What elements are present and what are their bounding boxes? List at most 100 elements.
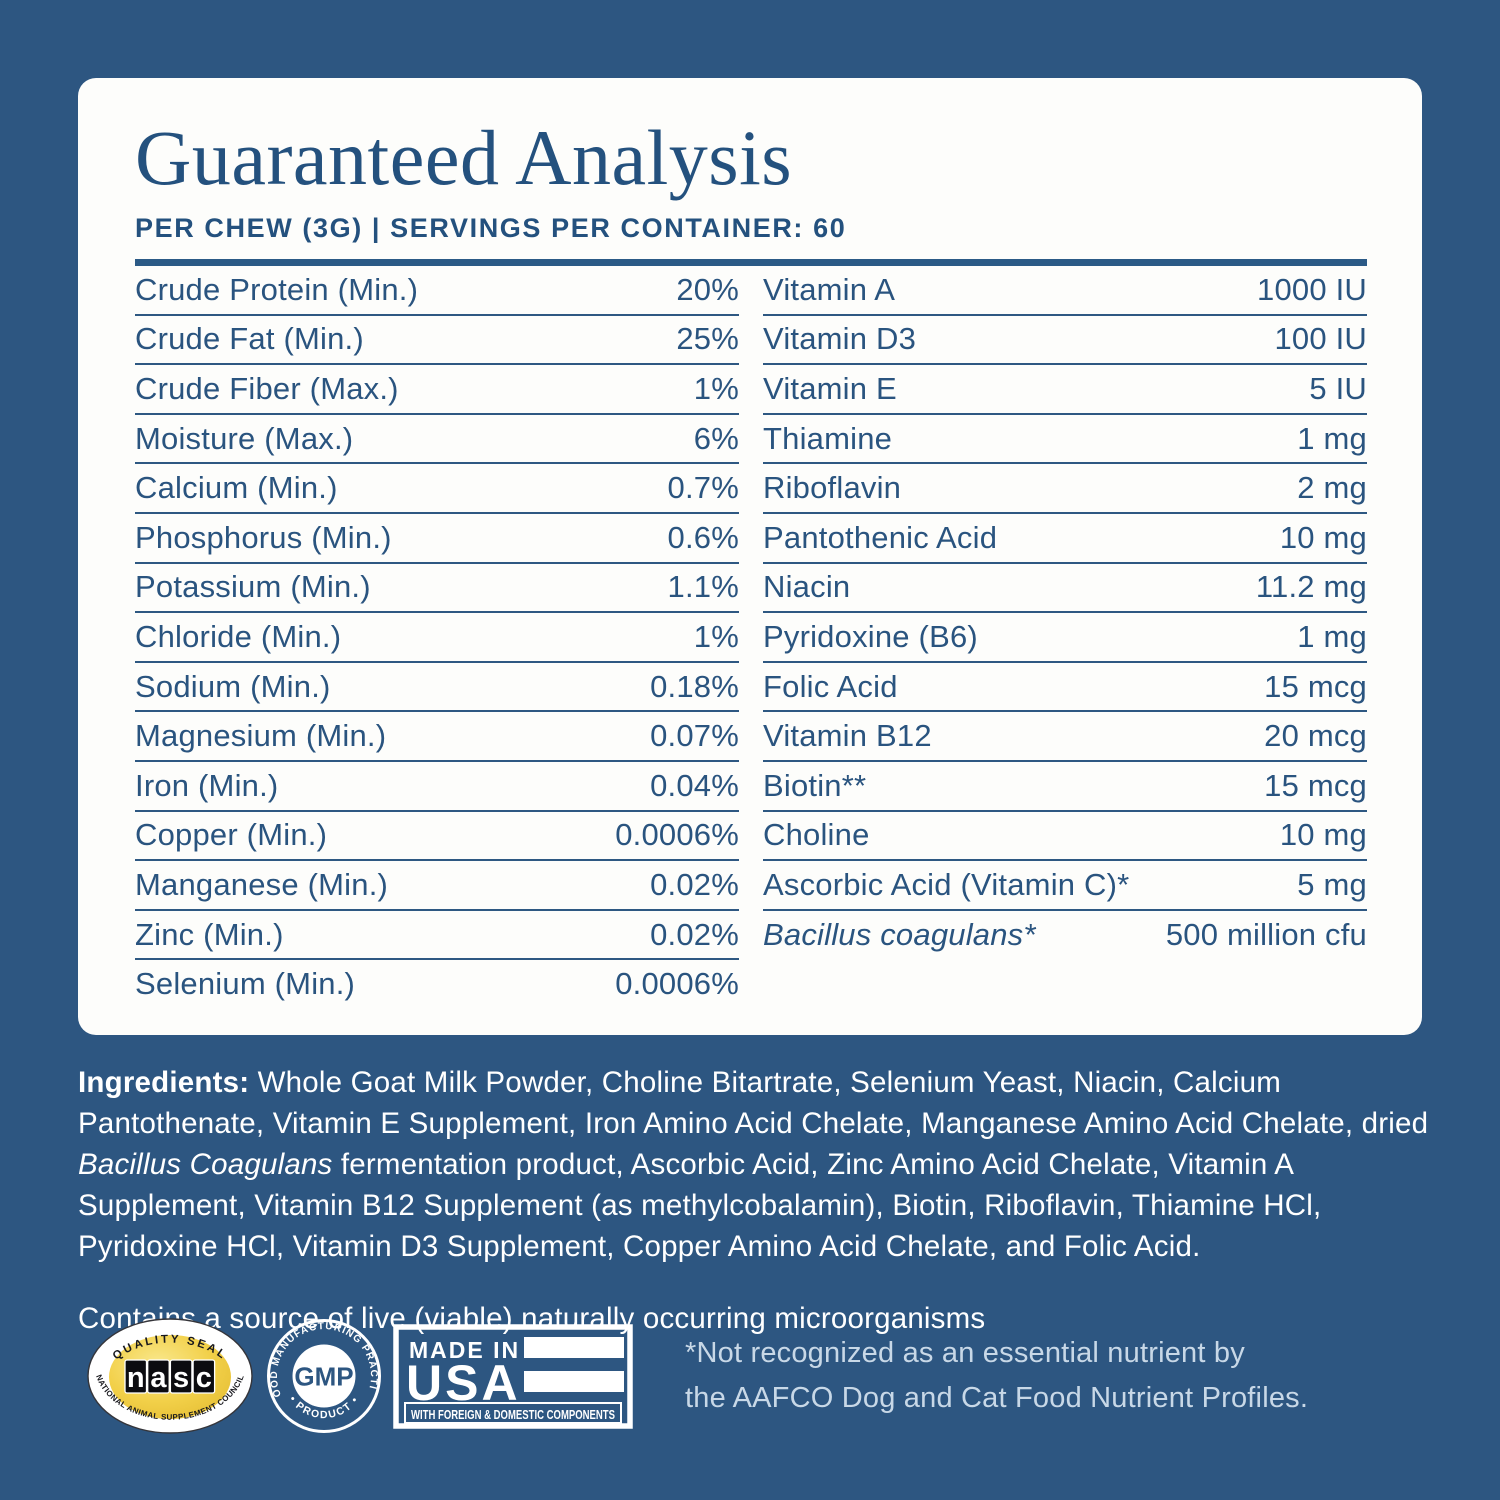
nutrient-value: 15 mcg: [1264, 668, 1367, 704]
nutrient-name: Vitamin D3: [763, 321, 917, 357]
analysis-row: Vitamin A 1000 IU: [763, 266, 1367, 316]
ingredients-segment: Ingredients:: [78, 1066, 258, 1099]
nutrient-value: 6%: [693, 420, 739, 456]
analysis-row: Calcium (Min.) 0.7%: [135, 464, 739, 514]
analysis-row: Vitamin E 5 IU: [763, 365, 1367, 415]
nutrient-value: 0.0006%: [615, 817, 739, 853]
nutrient-value: 0.6%: [667, 519, 739, 555]
analysis-row: Vitamin B12 20 mcg: [763, 712, 1367, 762]
footer-row: QUALITY SEAL n a s c NATIONAL ANIMAL SUP…: [85, 1316, 1308, 1436]
nutrient-value: 1.1%: [667, 569, 739, 605]
analysis-row: Vitamin D3 100 IU: [763, 316, 1367, 366]
made-in-usa-badge-icon: MADE IN USA WITH FOREIGN & DOMESTIC COMP…: [393, 1323, 633, 1429]
nutrient-name: Crude Fat (Min.): [135, 321, 364, 357]
nutrient-value: 1 mg: [1297, 618, 1367, 654]
analysis-row: Zinc (Min.) 0.02%: [135, 911, 739, 961]
analysis-row: Pantothenic Acid 10 mg: [763, 514, 1367, 564]
nutrient-value: 15 mcg: [1264, 767, 1367, 803]
nutrient-value: 20%: [676, 271, 739, 307]
nutrient-value: 2 mg: [1297, 470, 1367, 506]
analysis-row: Crude Fiber (Max.) 1%: [135, 365, 739, 415]
analysis-row: Copper (Min.) 0.0006%: [135, 812, 739, 862]
nutrient-value: 5 mg: [1297, 866, 1367, 902]
analysis-row: Biotin** 15 mcg: [763, 762, 1367, 812]
nutrient-value: 0.07%: [650, 718, 739, 754]
header-divider: [135, 259, 1367, 266]
analysis-row: Folic Acid 15 mcg: [763, 663, 1367, 713]
nutrient-value: 0.02%: [650, 916, 739, 952]
ingredients-segment: fermentation product, Ascorbic Acid, Zin…: [78, 1148, 1322, 1263]
nasc-letter-n: n: [127, 1362, 145, 1394]
gmp-center-disc: [292, 1344, 356, 1408]
analysis-row: Iron (Min.) 0.04%: [135, 762, 739, 812]
nutrient-name: Calcium (Min.): [135, 470, 338, 506]
nutrient-name: Zinc (Min.): [135, 916, 284, 952]
nutrient-value: 0.7%: [667, 470, 739, 506]
ingredients-segment: Whole Goat Milk Powder, Choline Bitartra…: [78, 1066, 1429, 1140]
nutrient-name: Vitamin E: [763, 370, 897, 406]
analysis-row: Pyridoxine (B6) 1 mg: [763, 613, 1367, 663]
ingredients-segment: Bacillus Coagulans: [78, 1148, 333, 1181]
nutrient-name: Biotin**: [763, 767, 867, 803]
analysis-row: Bacillus coagulans* 500 million cfu: [763, 911, 1367, 959]
footnote-line-2: the AAFCO Dog and Cat Food Nutrient Prof…: [685, 1382, 1309, 1414]
nutrient-value: 1%: [693, 618, 739, 654]
analysis-row: Choline 10 mg: [763, 812, 1367, 862]
contains-statement: Contains a source of live (viable) natur…: [78, 1302, 986, 1335]
page-title: Guaranteed Analysis: [135, 114, 793, 201]
analysis-table: Crude Protein (Min.) 20% Crude Fat (Min.) 2…: [135, 266, 1367, 1008]
nutrient-name: Sodium (Min.): [135, 668, 331, 704]
gmp-outer-ring: [267, 1319, 381, 1433]
nutrient-name: Vitamin A: [763, 271, 896, 307]
nutrient-name: Riboflavin: [763, 470, 902, 506]
nutrient-value: 500 million cfu: [1165, 916, 1367, 952]
nasc-letter-c: c: [196, 1362, 212, 1394]
nutrient-value: 1%: [693, 370, 739, 406]
analysis-row: Thiamine 1 mg: [763, 415, 1367, 465]
analysis-row: Crude Fat (Min.) 25%: [135, 316, 739, 366]
analysis-row: Potassium (Min.) 1.1%: [135, 564, 739, 614]
nutrient-name: Crude Fiber (Max.): [135, 370, 399, 406]
nutrient-name: Manganese (Min.): [135, 866, 389, 902]
nutrient-name: Thiamine: [763, 420, 893, 456]
analysis-row: Selenium (Min.) 0.0006%: [135, 960, 739, 1008]
analysis-column-right: Vitamin A 1000 IU Vitamin D3 100 IU Vitamin …: [763, 266, 1367, 1008]
nutrient-value: 10 mg: [1279, 817, 1367, 853]
analysis-row: Manganese (Min.) 0.02%: [135, 861, 739, 911]
nutrient-value: 1000 IU: [1257, 271, 1367, 307]
nutrient-value: 0.0006%: [615, 966, 739, 1002]
nutrient-value: 10 mg: [1279, 519, 1367, 555]
analysis-row: Ascorbic Acid (Vitamin C)* 5 mg: [763, 861, 1367, 911]
nutrient-name: Copper (Min.): [135, 817, 328, 853]
usa-badge-border: [393, 1323, 633, 1429]
nutrient-value: 5 IU: [1309, 370, 1367, 406]
analysis-row: Sodium (Min.) 0.18%: [135, 663, 739, 713]
usa-text: USA: [406, 1355, 521, 1411]
flag-stripe-top: [524, 1336, 624, 1358]
serving-info-subtitle: PER CHEW (3G) | SERVINGS PER CONTAINER: …: [135, 213, 847, 243]
nutrient-name: Pyridoxine (B6): [763, 618, 978, 654]
nutrient-name: Folic Acid: [763, 668, 898, 704]
nasc-letter-a: a: [150, 1362, 167, 1394]
nutrient-value: 0.18%: [650, 668, 739, 704]
nutrient-value: 100 IU: [1274, 321, 1367, 357]
nutrient-name: Moisture (Max.): [135, 420, 354, 456]
analysis-row: Phosphorus (Min.) 0.6%: [135, 514, 739, 564]
analysis-row: Riboflavin 2 mg: [763, 464, 1367, 514]
footnote-line-1: *Not recognized as an essential nutrient…: [685, 1337, 1245, 1369]
ingredients-paragraph: Ingredients: Whole Goat Milk Powder, Cho…: [78, 1062, 1430, 1267]
analysis-row: Niacin 11.2 mg: [763, 564, 1367, 614]
nasc-letter-s: s: [173, 1362, 189, 1394]
flag-stripe-bottom: [524, 1370, 624, 1392]
analysis-column-left: Crude Protein (Min.) 20% Crude Fat (Min.) 2…: [135, 266, 739, 1008]
nasc-letter-boxes: n a s c: [124, 1359, 216, 1394]
analysis-row: Magnesium (Min.) 0.07%: [135, 712, 739, 762]
analysis-row: Chloride (Min.) 1%: [135, 613, 739, 663]
nutrient-value: 0.04%: [650, 767, 739, 803]
nutrient-value: 1 mg: [1297, 420, 1367, 456]
analysis-row: Crude Protein (Min.) 20%: [135, 266, 739, 316]
nutrient-name: Chloride (Min.): [135, 618, 342, 654]
nutrient-name: Choline: [763, 817, 870, 853]
nasc-quality-seal-icon: QUALITY SEAL n a s c NATIONAL ANIMAL SUP…: [87, 1318, 253, 1434]
